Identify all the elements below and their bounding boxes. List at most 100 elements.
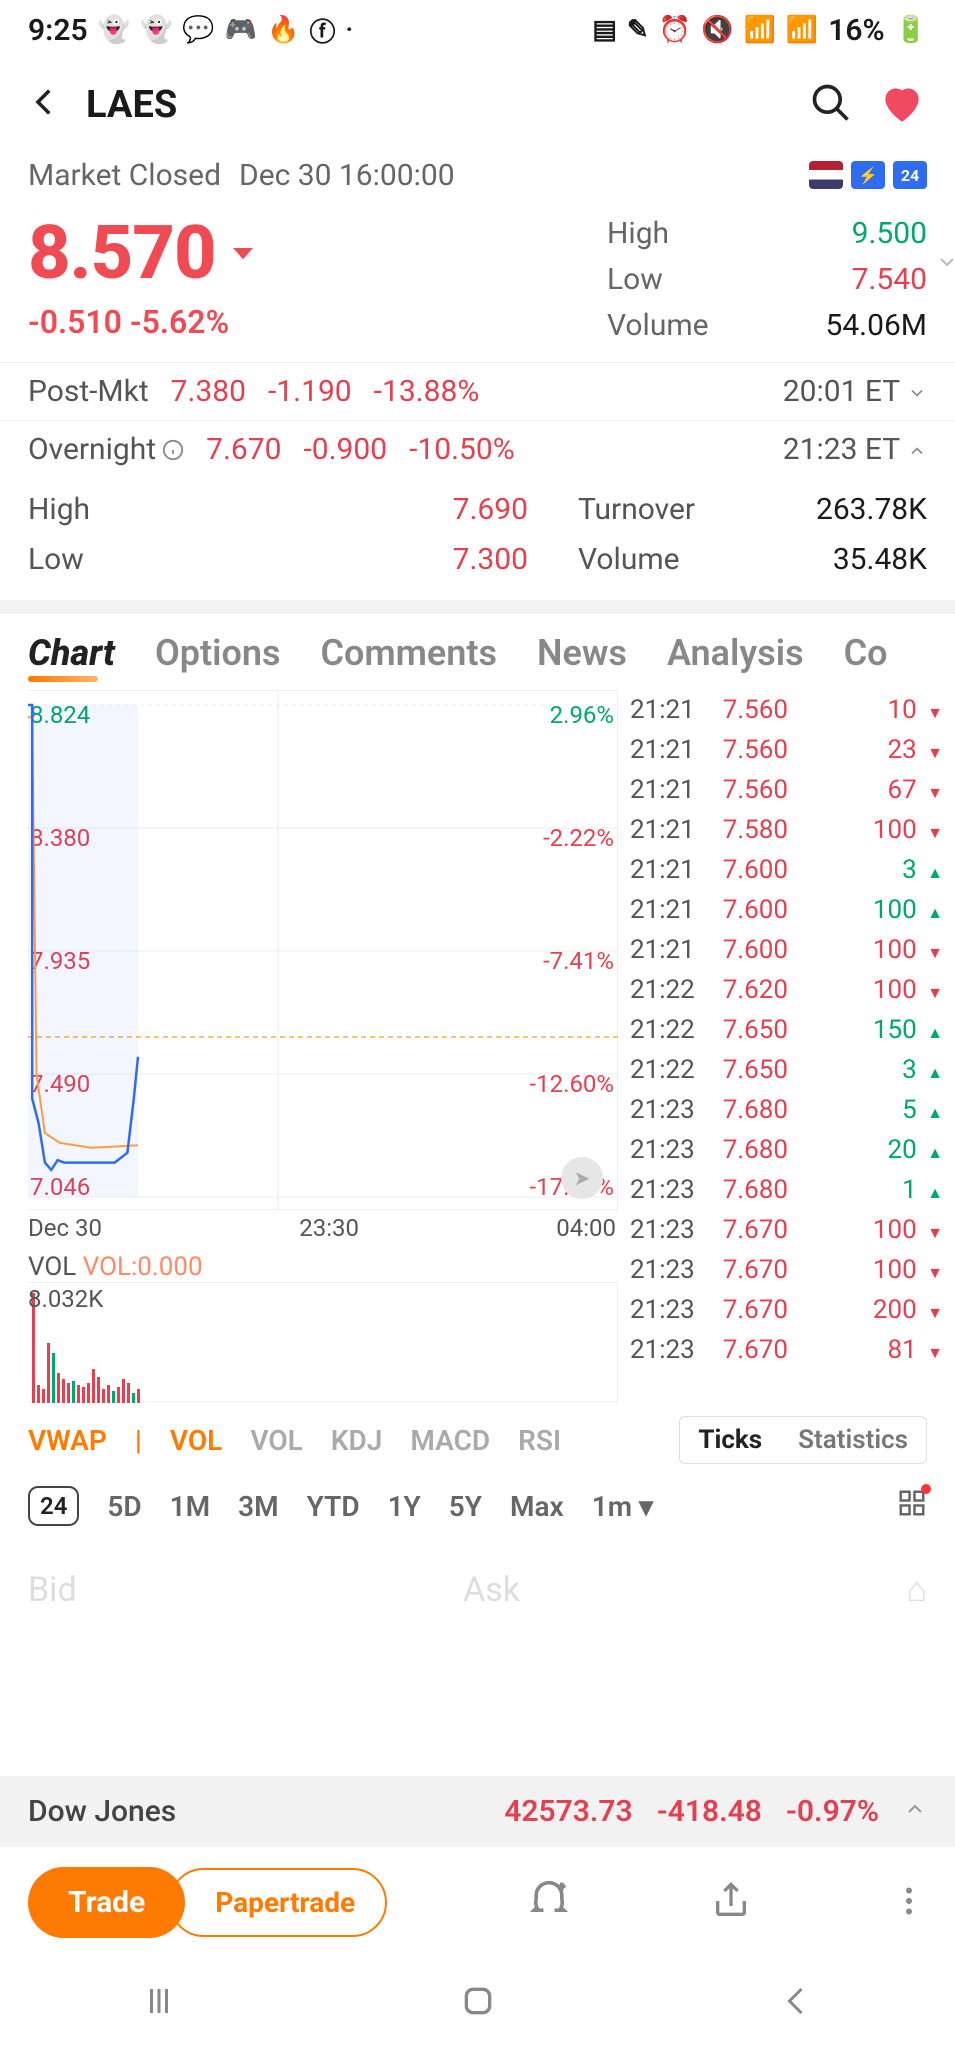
svg-text:-12.60%: -12.60% [530, 1070, 615, 1098]
share-button[interactable] [711, 1881, 751, 1925]
range-1y[interactable]: 1Y [388, 1490, 421, 1523]
ask-label: Ask [463, 1570, 520, 1610]
tick-time: 21:21 [630, 855, 700, 885]
index-expand[interactable] [903, 1797, 927, 1827]
svg-text:-2.22%: -2.22% [543, 824, 614, 852]
ind-rsi[interactable]: RSI [518, 1424, 561, 1457]
ind-kdj[interactable]: KDJ [331, 1424, 383, 1457]
tick-price: 7.560 [708, 695, 788, 725]
low-value: 7.540 [852, 262, 927, 297]
interval-picker[interactable]: 1m ▾ [592, 1490, 653, 1523]
tick-time: 21:21 [630, 775, 700, 805]
app-bar: LAES [0, 60, 955, 150]
tick-qty: 100 ▼ [796, 815, 947, 845]
range-3m[interactable]: 3M [238, 1490, 279, 1523]
tick-time: 21:21 [630, 935, 700, 965]
range-5d[interactable]: 5D [107, 1490, 141, 1523]
overnight-row[interactable]: Overnight 7.670 -0.900 -10.50% 21:23 ET [0, 420, 955, 478]
tick-row: 21:237.68020 ▲ [630, 1130, 947, 1170]
tick-row: 21:227.620100 ▼ [630, 970, 947, 1010]
tick-row: 21:227.6503 ▲ [630, 1050, 947, 1090]
tick-row: 21:217.56067 ▼ [630, 770, 947, 810]
bid-label: Bid [28, 1570, 77, 1610]
tick-qty: 100 ▼ [796, 1255, 947, 1285]
on-high-label: High [28, 492, 388, 527]
postmkt-price: 7.380 [171, 374, 246, 409]
tick-price: 7.650 [708, 1015, 788, 1045]
tick-price: 7.670 [708, 1215, 788, 1245]
ind-macd[interactable]: MACD [410, 1424, 490, 1457]
postmkt-label: Post-Mkt [28, 374, 149, 409]
range-max[interactable]: Max [510, 1490, 564, 1523]
tick-row: 21:237.6805 ▲ [630, 1090, 947, 1130]
chat-icon: 💬 [182, 15, 214, 45]
search-button[interactable] [809, 81, 853, 129]
tick-time: 21:21 [630, 815, 700, 845]
index-chg: -418.48 [657, 1794, 762, 1829]
svg-text:-7.41%: -7.41% [543, 947, 614, 975]
overnight-chg: -0.900 [303, 432, 387, 467]
ind-vwap[interactable]: VWAP [28, 1424, 107, 1457]
trade-button[interactable]: Trade [28, 1867, 185, 1938]
tick-qty: 23 ▼ [796, 735, 947, 765]
range-5y[interactable]: 5Y [449, 1490, 482, 1523]
tab-comments[interactable]: Comments [320, 632, 497, 674]
tab-more[interactable]: Co [844, 632, 888, 674]
more-button[interactable] [891, 1883, 927, 1923]
toggle-ticks[interactable]: Ticks [680, 1417, 780, 1463]
nav-back[interactable] [779, 1983, 815, 2023]
range-1m[interactable]: 1M [170, 1490, 211, 1523]
tick-row: 21:237.6801 ▲ [630, 1170, 947, 1210]
ind-vol[interactable]: VOL [170, 1424, 222, 1457]
tab-chart[interactable]: Chart [28, 632, 115, 674]
papertrade-button[interactable]: Papertrade [169, 1868, 387, 1937]
expand-quote-button[interactable] [935, 250, 955, 278]
back-button[interactable] [28, 81, 62, 130]
ind-vol2[interactable]: VOL [250, 1424, 302, 1457]
range-24[interactable]: 24 [28, 1486, 79, 1526]
tick-time: 21:23 [630, 1215, 700, 1245]
tab-options[interactable]: Options [155, 632, 281, 674]
postmkt-time: 20:01 ET [783, 374, 927, 409]
on-low: 7.300 [388, 542, 528, 577]
tick-price: 7.650 [708, 1055, 788, 1085]
nav-recent[interactable] [141, 1983, 177, 2023]
realtime-badge: ⚡ [851, 161, 885, 189]
signal-icon: 📶 [786, 15, 818, 45]
chart-svg: 8.8242.96%8.380-2.22%7.935-7.41%7.490-12… [28, 691, 618, 1211]
favorite-button[interactable] [877, 78, 927, 132]
postmkt-chg: -1.190 [268, 374, 352, 409]
on-high: 7.690 [388, 492, 528, 527]
tick-price: 7.670 [708, 1255, 788, 1285]
overnight-time: 21:23 ET [783, 432, 927, 467]
android-navbar [0, 1958, 955, 2048]
tick-qty: 3 ▲ [796, 855, 947, 885]
index-ticker-bar[interactable]: Dow Jones 42573.73 -418.48 -0.97% [0, 1776, 955, 1847]
tab-news[interactable]: News [537, 632, 627, 674]
tick-list[interactable]: 21:217.56010 ▼21:217.56023 ▼21:217.56067… [618, 690, 947, 1402]
bottom-action-bar: Trade Papertrade [0, 1847, 955, 1958]
bidask-faded: Bid Ask ⌂ [0, 1540, 955, 1610]
xaxis-1: 23:30 [299, 1214, 359, 1242]
range-ytd[interactable]: YTD [307, 1490, 360, 1523]
market-status: Market Closed [28, 158, 221, 193]
layout-button[interactable] [897, 1488, 927, 1525]
index-pct: -0.97% [786, 1794, 879, 1829]
status-time: 9:25 [28, 13, 88, 48]
discord-icon: 🎮 [225, 15, 257, 45]
tick-qty: 100 ▼ [796, 935, 947, 965]
tick-stat-toggle[interactable]: Ticks Statistics [679, 1416, 927, 1464]
tick-qty: 81 ▼ [796, 1335, 947, 1365]
index-last: 42573.73 [504, 1794, 633, 1829]
tab-analysis[interactable]: Analysis [667, 632, 804, 674]
tick-price: 7.670 [708, 1335, 788, 1365]
tick-price: 7.600 [708, 855, 788, 885]
alert-button[interactable] [527, 1879, 571, 1927]
nav-home[interactable] [458, 1981, 498, 2025]
postmkt-row[interactable]: Post-Mkt 7.380 -1.190 -13.88% 20:01 ET [0, 362, 955, 420]
vol-max: 8.032K [28, 1285, 103, 1313]
price-chart[interactable]: 8.8242.96%8.380-2.22%7.935-7.41%7.490-12… [28, 690, 618, 1402]
toggle-stats[interactable]: Statistics [780, 1417, 926, 1463]
chart-expand-button[interactable]: ➤ [561, 1157, 603, 1199]
on-vol-label: Volume [528, 542, 708, 577]
